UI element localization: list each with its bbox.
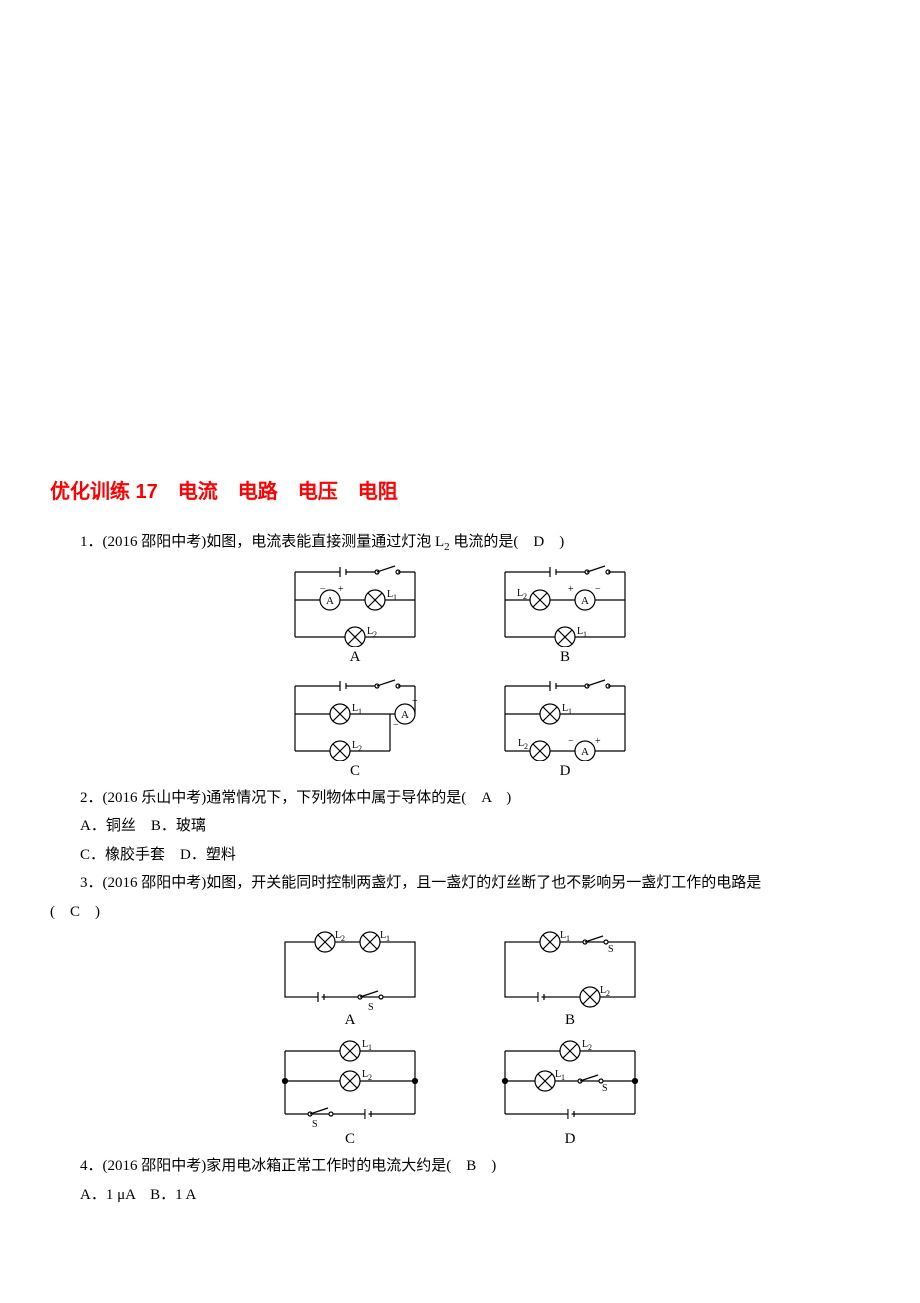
circuit-b2: L1 S L2 bbox=[490, 930, 650, 1010]
circuit-c: A L1 L2 − + bbox=[280, 676, 430, 761]
svg-text:2: 2 bbox=[341, 934, 345, 943]
svg-text:1: 1 bbox=[561, 1073, 565, 1082]
svg-text:2: 2 bbox=[523, 592, 527, 601]
q2-text: 2．(2016 乐山中考)通常情况下，下列物体中属于导体的是( A ) bbox=[50, 784, 870, 813]
svg-text:A: A bbox=[326, 595, 334, 607]
label-a2: A bbox=[345, 1012, 356, 1029]
q4-text: 4．(2016 邵阳中考)家用电冰箱正常工作时的电流大约是( B ) bbox=[50, 1152, 870, 1181]
svg-text:2: 2 bbox=[373, 630, 377, 639]
svg-text:2: 2 bbox=[358, 744, 362, 753]
svg-text:1: 1 bbox=[393, 593, 397, 602]
svg-text:2: 2 bbox=[368, 1073, 372, 1082]
svg-text:1: 1 bbox=[358, 707, 362, 716]
svg-text:−: − bbox=[595, 584, 601, 595]
svg-text:+: + bbox=[568, 584, 574, 595]
q1-text: 1．(2016 邵阳中考)如图，电流表能直接测量通过灯泡 L2 电流的是( D … bbox=[50, 528, 870, 558]
svg-text:+: + bbox=[595, 736, 601, 747]
q4-opt-ab: A．1 μA B．1 A bbox=[50, 1181, 870, 1210]
svg-text:+: + bbox=[338, 584, 344, 595]
label-d1: D bbox=[560, 763, 571, 780]
svg-text:A: A bbox=[401, 709, 409, 721]
svg-text:A: A bbox=[581, 595, 589, 607]
circuit-d: A L1 L2 − + bbox=[490, 676, 640, 761]
circuit-b: A L2 + − L1 bbox=[490, 562, 640, 647]
label-a1: A bbox=[350, 649, 361, 666]
svg-text:+: + bbox=[412, 696, 418, 707]
page-title: 优化训练 17 电流 电路 电压 电阻 bbox=[50, 475, 870, 504]
q1-diagrams: A − + L1 L2 A bbox=[50, 562, 870, 780]
q3-text2: ( C ) bbox=[50, 898, 870, 927]
svg-text:S: S bbox=[312, 1119, 318, 1129]
svg-text:2: 2 bbox=[588, 1043, 592, 1052]
svg-text:2: 2 bbox=[606, 989, 610, 998]
q3-text: 3．(2016 邵阳中考)如图，开关能同时控制两盏灯，且一盏灯的灯丝断了也不影响… bbox=[50, 869, 870, 898]
svg-text:S: S bbox=[368, 1002, 374, 1010]
circuit-a: A − + L1 L2 bbox=[280, 562, 430, 647]
svg-text:1: 1 bbox=[386, 934, 390, 943]
label-b2: B bbox=[565, 1012, 575, 1029]
label-c2: C bbox=[345, 1131, 355, 1148]
circuit-d2: L2 L1 S bbox=[490, 1039, 650, 1129]
circuit-c2: L1 L2 S bbox=[270, 1039, 430, 1129]
q3-diagrams: L2 L1 S A bbox=[50, 930, 870, 1148]
svg-text:−: − bbox=[568, 736, 574, 747]
label-d2: D bbox=[565, 1131, 576, 1148]
svg-text:A: A bbox=[581, 746, 589, 758]
svg-text:S: S bbox=[608, 944, 614, 955]
svg-text:S: S bbox=[602, 1083, 608, 1094]
label-b1: B bbox=[560, 649, 570, 666]
svg-text:−: − bbox=[320, 584, 326, 595]
q2-opt-cd: C．橡胶手套 D．塑料 bbox=[50, 841, 870, 870]
label-c1: C bbox=[350, 763, 360, 780]
circuit-a2: L2 L1 S bbox=[270, 930, 430, 1010]
svg-text:−: − bbox=[393, 720, 399, 731]
svg-text:1: 1 bbox=[566, 934, 570, 943]
svg-text:1: 1 bbox=[583, 630, 587, 639]
q2-opt-ab: A．铜丝 B．玻璃 bbox=[50, 812, 870, 841]
svg-text:1: 1 bbox=[368, 1043, 372, 1052]
svg-text:2: 2 bbox=[524, 742, 528, 751]
svg-text:1: 1 bbox=[568, 707, 572, 716]
